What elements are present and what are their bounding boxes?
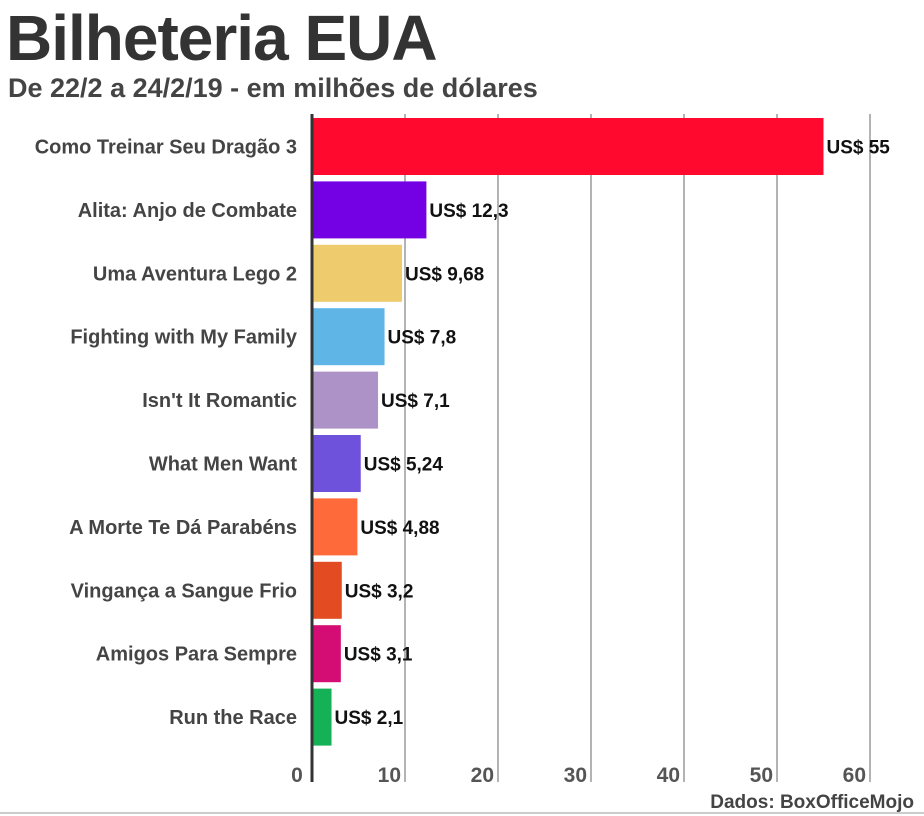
value-label: US$ 3,2 [345, 581, 414, 602]
bar [312, 625, 341, 683]
category-label: Uma Aventura Lego 2 [93, 263, 297, 285]
bottom-divider [0, 812, 924, 814]
x-tick-label: 0 [291, 764, 303, 787]
chart-title: Bilheteria EUA [6, 2, 438, 74]
category-label: Vingança a Sangue Frio [71, 580, 297, 602]
category-label: What Men Want [149, 454, 297, 476]
chart-subtitle: De 22/2 a 24/2/19 - em milhões de dólare… [8, 73, 538, 103]
bar [312, 308, 385, 366]
bar [312, 244, 403, 302]
x-tick-label: 60 [843, 764, 866, 787]
x-tick-label: 50 [750, 764, 773, 787]
bar [312, 435, 361, 492]
category-label: Amigos Para Sempre [96, 644, 297, 666]
x-tick-label: 30 [564, 764, 587, 787]
category-labels: Como Treinar Seu Dragão 3 Alita: Anjo de … [35, 137, 298, 730]
data-source-note: Dados: BoxOfficeMojo [710, 792, 914, 813]
x-tick-label: 10 [378, 764, 401, 787]
category-label: Run the Race [169, 707, 297, 729]
value-label: US$ 7,1 [381, 391, 450, 412]
bar [312, 498, 358, 556]
value-labels: US$ 55 US$ 12,3 US$ 9,68 US$ 7,8 US$ 7,1 US$ … [335, 138, 891, 730]
value-label: US$ 2,1 [335, 708, 404, 729]
value-label: US$ 12,3 [429, 201, 508, 222]
category-label: A Morte Te Dá Parabéns [69, 517, 297, 539]
x-tick-label: 20 [471, 764, 494, 787]
value-label: US$ 9,68 [405, 264, 484, 285]
bar [312, 371, 379, 429]
bars [312, 118, 824, 746]
category-label: Como Treinar Seu Dragão 3 [35, 137, 297, 159]
category-label: Fighting with My Family [70, 327, 298, 349]
value-label: US$ 7,8 [388, 328, 457, 349]
bar [312, 181, 427, 239]
value-label: US$ 4,88 [360, 518, 439, 539]
category-label: Alita: Anjo de Combate [78, 200, 297, 222]
value-label: US$ 3,1 [344, 645, 413, 666]
bar [312, 561, 342, 619]
value-label: US$ 55 [827, 138, 891, 159]
bar [312, 118, 824, 175]
value-label: US$ 5,24 [364, 455, 444, 476]
bar [312, 688, 332, 746]
x-tick-label: 40 [657, 764, 680, 787]
x-tick-labels: 0 10 20 30 40 50 60 [291, 764, 866, 787]
category-label: Isn't It Romantic [142, 390, 297, 412]
